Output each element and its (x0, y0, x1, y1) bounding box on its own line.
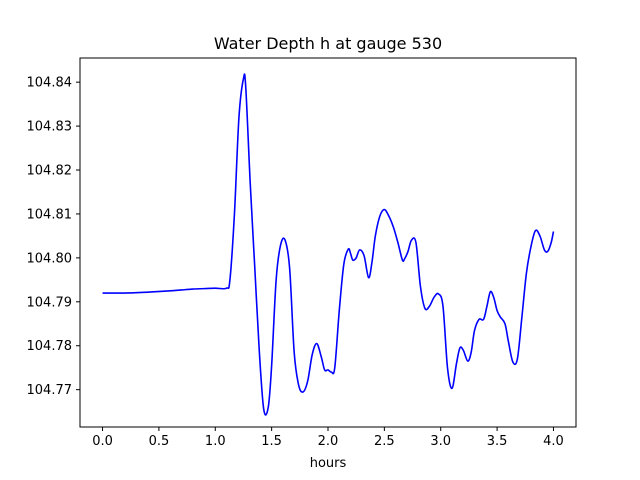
x-tick-label: 2.5 (374, 434, 395, 449)
y-tick-label: 104.77 (27, 383, 73, 398)
x-tick-label: 3.5 (487, 434, 508, 449)
x-tick-label: 3.0 (430, 434, 451, 449)
x-tick-label: 0.5 (149, 434, 170, 449)
x-tick-label: 2.0 (318, 434, 339, 449)
y-tick-label: 104.82 (27, 164, 73, 179)
x-axis: 0.0 0.5 1.0 1.5 2.0 2.5 3.0 3.5 4.0 (92, 427, 564, 449)
x-tick-label: 0.0 (92, 434, 113, 449)
y-tick-label: 104.84 (27, 76, 73, 91)
y-tick-label: 104.78 (27, 339, 73, 354)
y-axis: 104.77 104.78 104.79 104.80 104.81 104.82 104.… (27, 76, 80, 398)
y-tick-label: 104.80 (27, 251, 73, 266)
y-tick-label: 104.79 (27, 295, 73, 310)
series-line (102, 73, 555, 416)
x-axis-label: hours (310, 456, 347, 471)
x-tick-label: 4.0 (543, 434, 564, 449)
y-tick-label: 104.83 (27, 120, 73, 135)
x-tick-label: 1.0 (205, 434, 226, 449)
x-tick-label: 1.5 (261, 434, 282, 449)
plot-area-frame (79, 57, 577, 428)
series-layer (102, 73, 555, 416)
y-tick-label: 104.81 (27, 207, 73, 222)
chart-title: Water Depth h at gauge 530 (214, 34, 442, 53)
